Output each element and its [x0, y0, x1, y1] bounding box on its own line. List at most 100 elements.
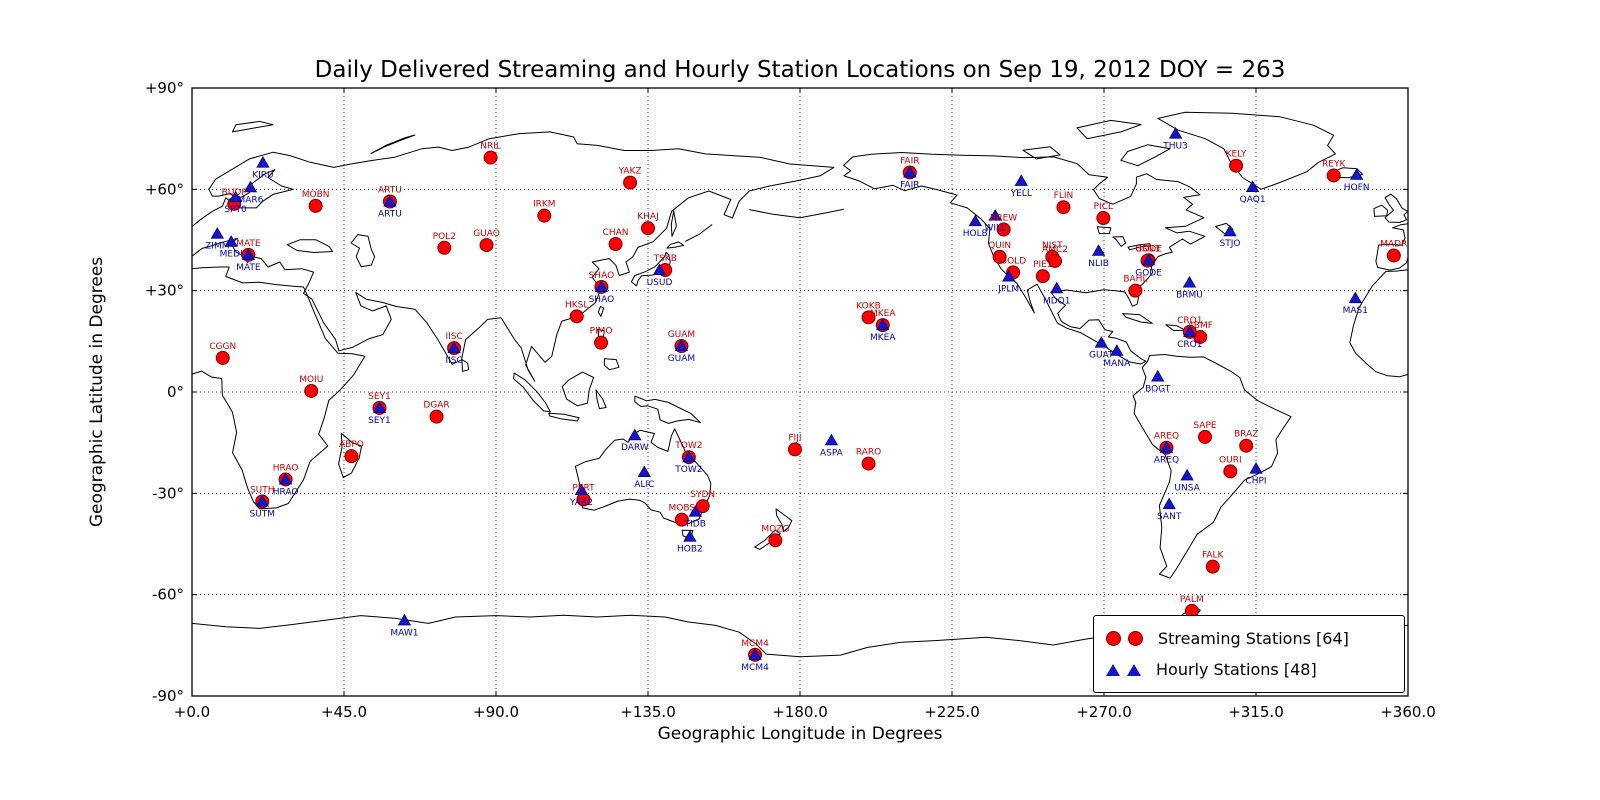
station-label-ZIMM: ZIMM — [205, 242, 229, 252]
station-label-WILL: WILL — [984, 224, 1006, 234]
station-marker-circle-CHAN — [608, 237, 623, 252]
station-label-RARO: RARO — [856, 448, 881, 458]
coastline-sakhalin — [670, 210, 677, 237]
coastline-mindanao — [603, 358, 620, 371]
station-marker-triangle-IISC — [447, 341, 461, 354]
station-label-ARTU: ARTU — [378, 209, 402, 219]
station-label-UNSA: UNSA — [1174, 483, 1200, 493]
station-marker-triangle-WILL — [988, 209, 1002, 221]
station-label-CHAN: CHAN — [603, 228, 629, 238]
station-marker-triangle-NLIB — [1091, 244, 1106, 256]
station-label-ASPA: ASPA — [820, 448, 844, 458]
station-label-TOW2: TOW2 — [674, 465, 702, 475]
station-label-STJO: STJO — [1220, 239, 1241, 249]
coastline-ireland — [1373, 204, 1389, 217]
station-marker-circle-DGAR — [429, 409, 444, 424]
station-label-PICL: PICL — [1094, 202, 1113, 212]
x-tick-label: +45.0 — [321, 703, 367, 721]
station-label-PERT: PERT — [572, 483, 595, 493]
station-label-IISC: IISC — [445, 356, 462, 366]
station-label-GUAT: GUAT — [1089, 351, 1114, 361]
y-tick-label: -30° — [152, 484, 184, 502]
station-label-MATE: MATE — [236, 239, 261, 249]
station-label-TOW2: TOW2 — [674, 441, 702, 451]
station-marker-circle-KELY — [1229, 158, 1244, 173]
station-marker-circle-POL2 — [437, 240, 452, 255]
station-marker-triangle-STJO — [1223, 224, 1237, 237]
station-marker-circle-BREW — [996, 222, 1011, 237]
station-marker-circle-MQZG — [768, 533, 783, 548]
coastline-lake-erie-ontario — [1127, 243, 1151, 251]
station-label-USUD: USUD — [647, 278, 673, 288]
station-label-KOKB: KOKB — [856, 301, 881, 311]
x-tick-label: +315.0 — [1228, 703, 1284, 721]
station-label-NIST: NIST — [1042, 241, 1063, 251]
station-label-TIDB: TIDB — [684, 520, 706, 530]
y-tick-label: -60° — [152, 586, 184, 604]
station-label-MADR: MADR — [1380, 240, 1407, 250]
station-marker-circle-FALK — [1205, 559, 1220, 574]
station-label-SYDN: SYDN — [690, 490, 715, 500]
station-marker-triangle-MDO1 — [1050, 281, 1064, 294]
station-label-ABPO: ABPO — [339, 440, 364, 450]
station-marker-triangle-YAR2 — [574, 483, 589, 495]
x-tick-label: +360.0 — [1380, 703, 1436, 721]
station-label-GOLD: GOLD — [1000, 256, 1026, 266]
station-label-JPLM: JPLM — [997, 284, 1019, 294]
coastline-cuba — [1122, 313, 1153, 324]
station-label-TSKB: TSKB — [653, 254, 677, 264]
coastline-hokkaido — [666, 241, 685, 249]
station-marker-circle-YAKZ — [623, 175, 638, 190]
station-label-IISC: IISC — [445, 332, 462, 342]
station-label-SUTM: SUTM — [249, 509, 275, 519]
station-marker-circle-IRKM — [537, 208, 552, 223]
coastline-aleutians — [749, 208, 844, 219]
station-label-AREQ: AREQ — [1154, 432, 1179, 442]
station-marker-circle-FLIN — [1056, 200, 1071, 215]
station-label-FALK: FALK — [1202, 551, 1225, 561]
station-marker-circle-SAPE — [1197, 429, 1212, 444]
coastline-iberia-france-right-edge — [1375, 223, 1409, 271]
station-label-BREW: BREW — [990, 214, 1017, 224]
station-marker-triangle-MATE — [241, 248, 256, 260]
legend: Streaming Stations [64] Hourly Stations … — [1093, 615, 1405, 693]
station-marker-triangle-GUAT — [1094, 336, 1108, 348]
station-marker-triangle-AREQ — [1159, 441, 1174, 453]
station-label-DGAR: DGAR — [423, 401, 449, 411]
station-marker-circle-QUIN — [992, 249, 1007, 264]
station-marker-triangle-HOLB — [968, 214, 982, 227]
station-label-GODE: GODE — [1135, 268, 1162, 278]
coastline-caspian-sea — [350, 234, 376, 268]
station-marker-circle-PIE1 — [1035, 269, 1050, 284]
station-label-MAR6: MAR6 — [237, 195, 263, 205]
station-label-BRMU: BRMU — [1176, 291, 1203, 301]
coastline-ellesmere — [1076, 119, 1142, 140]
station-label-HOB2: HOB2 — [677, 545, 703, 555]
station-label-GUAM: GUAM — [668, 354, 695, 364]
station-label-HOFN: HOFN — [1344, 183, 1370, 193]
station-label-HKSL: HKSL — [565, 300, 588, 310]
coastline-south-america — [1132, 354, 1292, 579]
station-label-MCM4: MCM4 — [741, 663, 769, 673]
station-marker-circle-ABPO — [344, 449, 359, 464]
station-label-FAIR: FAIR — [900, 180, 919, 190]
station-marker-triangle-YELL — [1014, 174, 1028, 186]
station-marker-circle-HKSL — [569, 309, 584, 324]
station-label-GUAO: GUAO — [473, 229, 500, 239]
station-label-MAW1: MAW1 — [390, 628, 418, 638]
coastline-svalbard — [232, 120, 274, 133]
station-marker-triangle-BOGT — [1151, 369, 1165, 382]
station-label-NLIB: NLIB — [1088, 259, 1109, 269]
station-marker-circle-BAHL — [1128, 283, 1143, 298]
station-label-YAR2: YAR2 — [569, 498, 593, 508]
coastline-sri-lanka — [461, 359, 470, 372]
coastline-new-guinea — [634, 395, 702, 424]
station-marker-circle-NRIL — [483, 150, 498, 165]
station-marker-triangle-THU3 — [1168, 126, 1183, 139]
station-marker-triangle-ASPA — [824, 433, 839, 446]
station-marker-triangle-TOW2 — [682, 450, 696, 463]
station-label-KELY: KELY — [1226, 150, 1247, 160]
coastline-britain — [1384, 193, 1409, 223]
station-label-CGGN: CGGN — [209, 342, 236, 352]
